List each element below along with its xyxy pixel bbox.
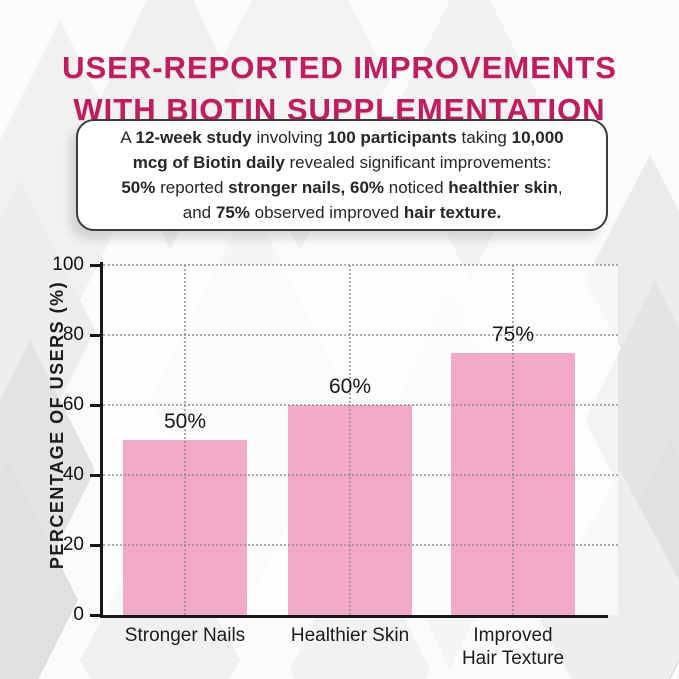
y-axis-line	[100, 262, 103, 618]
gridline-vertical-3	[512, 265, 514, 615]
note-text: and	[182, 203, 216, 222]
x-axis-line	[100, 615, 608, 618]
y-tick-label-20: 20	[62, 534, 84, 555]
note-text: taking	[456, 128, 512, 147]
note-text: involving	[251, 128, 328, 147]
gridline-horizontal-80	[103, 334, 618, 336]
note-text: reported	[155, 178, 229, 197]
y-tick-20	[90, 544, 101, 547]
y-tick-label-100: 100	[52, 254, 84, 275]
page-title-line1: USER-REPORTED IMPROVEMENTS	[62, 49, 617, 85]
gridline-horizontal-40	[103, 474, 618, 476]
bg-diamond	[0, 460, 78, 679]
y-tick-60	[90, 404, 101, 407]
note-bold-text: mcg of Biotin daily	[132, 153, 285, 172]
x-category-label-3: Improved Hair Texture	[461, 625, 565, 669]
note-bold-text: 50%	[121, 178, 156, 197]
y-tick-label-40: 40	[62, 464, 84, 485]
note-bold-text: 75%	[215, 203, 250, 222]
y-tick-100	[90, 264, 101, 267]
study-note-line-4: and 75% observed improved hair texture.	[183, 200, 501, 225]
x-category-label-1: Stronger Nails	[124, 625, 246, 646]
note-bold-text: hair texture.	[403, 203, 502, 222]
y-tick-0	[90, 614, 101, 617]
note-text: revealed significant improvements:	[284, 153, 552, 172]
gridline-vertical-1	[184, 265, 186, 615]
bar-value-label-1: 50%	[163, 410, 207, 433]
x-category-label-2: Healthier Skin	[290, 625, 410, 646]
note-bold-text: stronger nails, 60%	[228, 178, 385, 197]
study-note-line-1: A 12-week study involving 100 participan…	[120, 125, 563, 150]
note-text: observed improved	[249, 203, 404, 222]
note-text: ,	[557, 178, 563, 197]
y-tick-label-80: 80	[62, 324, 84, 345]
note-bold-text: 12-week study	[135, 128, 252, 147]
study-note-box: A 12-week study involving 100 participan…	[76, 119, 608, 231]
note-bold-text: 100 participants	[327, 128, 457, 147]
note-text: A	[120, 128, 136, 147]
note-text: noticed	[384, 178, 449, 197]
gridline-vertical-2	[349, 265, 351, 615]
note-bold-text: 10,000	[511, 128, 564, 147]
study-note-line-3: 50% reported stronger nails, 60% noticed…	[121, 175, 562, 200]
gridline-horizontal-20	[103, 544, 618, 546]
y-axis-title: PERCENTAGE OF USERS (%)	[47, 280, 67, 570]
bar-value-label-2: 60%	[328, 375, 372, 398]
y-tick-40	[90, 474, 101, 477]
note-bold-text: healthier skin	[448, 178, 558, 197]
gridline-horizontal-100	[103, 264, 618, 266]
y-tick-80	[90, 334, 101, 337]
y-tick-label-0: 0	[73, 604, 84, 625]
y-tick-label-60: 60	[62, 394, 84, 415]
bar-value-label-3: 75%	[491, 322, 535, 346]
study-note-line-2: mcg of Biotin daily revealed significant…	[133, 150, 552, 175]
gridline-horizontal-60	[103, 404, 618, 406]
